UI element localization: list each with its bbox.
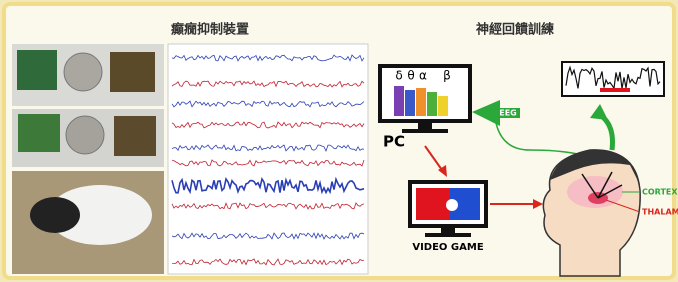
right-title: 神經回饋訓練 xyxy=(476,22,554,38)
thalamus-label: THALAMUS xyxy=(642,208,678,217)
game-ball xyxy=(446,199,458,211)
coin xyxy=(64,53,102,91)
game-red xyxy=(416,188,450,220)
stand xyxy=(402,129,448,133)
stand xyxy=(425,233,471,237)
band-bar xyxy=(405,90,415,116)
band-label: δ xyxy=(395,69,402,83)
band-bar xyxy=(427,92,437,116)
band-bar xyxy=(394,86,404,116)
board xyxy=(114,116,156,156)
threshold xyxy=(600,88,630,92)
eeg-recordings xyxy=(168,44,368,274)
scene: 癲癇抑制裝置 神經回饋訓練 δ θ α β PC EEG VIDEO GAME xyxy=(0,0,678,282)
page: {"left_panel": {"title": "癲癇抑制裝置"}, "rig… xyxy=(0,0,678,282)
board xyxy=(110,52,155,92)
stand xyxy=(418,121,432,129)
pc-label: PC xyxy=(383,133,405,151)
band-label: θ xyxy=(407,69,414,83)
band-bar xyxy=(416,88,426,116)
board xyxy=(18,114,60,152)
eeg-label: EEG xyxy=(499,109,517,118)
game-label: VIDEO GAME xyxy=(412,242,483,253)
band-bar xyxy=(438,96,448,116)
coin xyxy=(66,116,104,154)
rat-head xyxy=(30,197,80,233)
band-label: β xyxy=(443,69,451,83)
stand xyxy=(441,226,455,233)
left-title: 癲癇抑制裝置 xyxy=(170,22,249,38)
band-label: α xyxy=(419,69,427,83)
cortex-label: CORTEX xyxy=(642,188,678,197)
board xyxy=(17,50,57,90)
